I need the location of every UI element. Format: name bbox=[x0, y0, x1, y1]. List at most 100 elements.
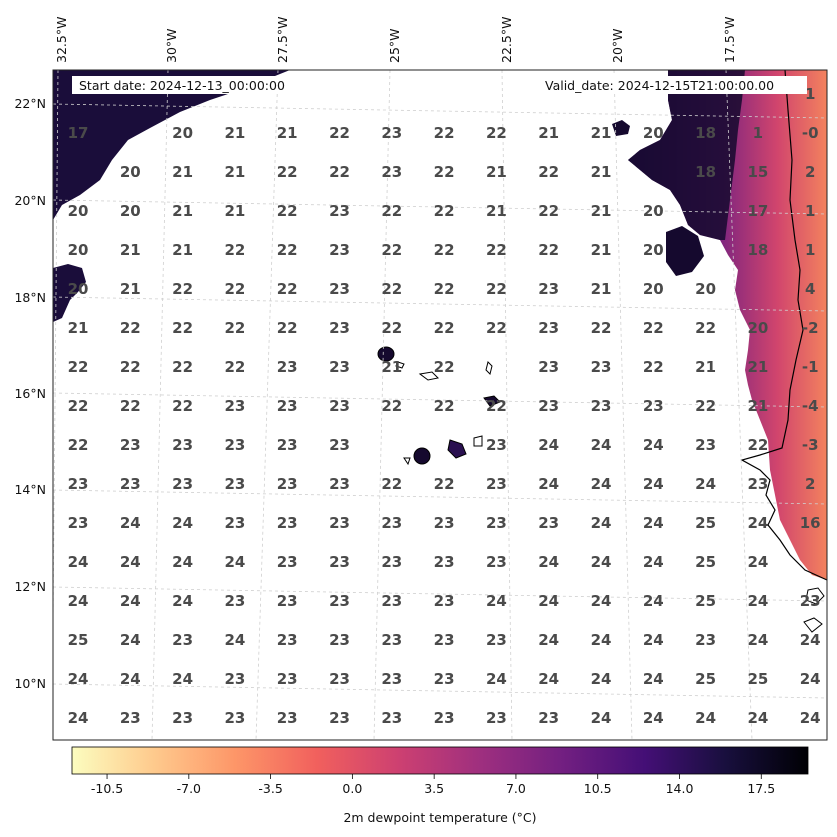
grid-value: 22 bbox=[434, 280, 455, 298]
grid-value: 20 bbox=[643, 202, 664, 220]
grid-value: 25 bbox=[68, 631, 89, 649]
grid-value: 21 bbox=[172, 163, 193, 181]
grid-value: 21 bbox=[172, 202, 193, 220]
start-date-box bbox=[72, 76, 288, 94]
grid-value: 22 bbox=[538, 202, 559, 220]
grid-value: 15 bbox=[747, 163, 768, 181]
start-date-label: Start date: 2024-12-13_00:00:00 bbox=[79, 78, 285, 93]
grid-value: 23 bbox=[538, 280, 559, 298]
grid-value: 23 bbox=[329, 397, 350, 415]
grid-value: 25 bbox=[747, 670, 768, 688]
grid-value: 24 bbox=[591, 592, 612, 610]
grid-value: 24 bbox=[695, 709, 716, 727]
grid-value: 22 bbox=[747, 436, 768, 454]
grid-value-labels: 117 20 21 21 22 23 22 22 21 21 20 18 1 -020 21 21 22 22 23… bbox=[68, 85, 821, 727]
grid-value: 20 bbox=[747, 319, 768, 337]
grid-value: 23 bbox=[538, 709, 559, 727]
colorbar-tick-label: 3.5 bbox=[424, 781, 444, 796]
grid-value: -4 bbox=[802, 397, 819, 415]
longitude-label: 32.5°W bbox=[54, 17, 69, 63]
latitude-label: 12°N bbox=[14, 579, 46, 594]
grid-value: 21 bbox=[591, 163, 612, 181]
grid-value: 23 bbox=[120, 436, 141, 454]
grid-value: 1 bbox=[805, 202, 815, 220]
grid-value: 23 bbox=[538, 358, 559, 376]
grid-value: 22 bbox=[68, 397, 89, 415]
grid-value: 20 bbox=[68, 280, 89, 298]
grid-value: 23 bbox=[329, 241, 350, 259]
grid-value: 23 bbox=[538, 514, 559, 532]
grid-value: 22 bbox=[277, 202, 298, 220]
grid-value: 23 bbox=[120, 475, 141, 493]
grid-value: 23 bbox=[800, 592, 821, 610]
grid-value: 23 bbox=[486, 436, 507, 454]
grid-value: 23 bbox=[434, 631, 455, 649]
grid-value: 23 bbox=[486, 631, 507, 649]
grid-value: 22 bbox=[224, 241, 245, 259]
dark-blob-mid bbox=[666, 226, 704, 276]
grid-value: 17 bbox=[68, 124, 89, 142]
grid-value: 24 bbox=[591, 475, 612, 493]
map-frame bbox=[52, 69, 828, 741]
grid-value: 24 bbox=[591, 436, 612, 454]
grid-value: 24 bbox=[643, 631, 664, 649]
longitude-label: 17.5°W bbox=[722, 17, 737, 63]
grid-value: 22 bbox=[329, 124, 350, 142]
grid-value: 20 bbox=[68, 202, 89, 220]
grid-value: 25 bbox=[695, 592, 716, 610]
grid-value: 22 bbox=[486, 241, 507, 259]
grid-value: 23 bbox=[381, 124, 402, 142]
grid-value: 23 bbox=[68, 475, 89, 493]
grid-value: 22 bbox=[172, 358, 193, 376]
grid-value: 23 bbox=[277, 553, 298, 571]
colorbar-tick-label: 7.0 bbox=[506, 781, 526, 796]
grid-value: 22 bbox=[434, 241, 455, 259]
colorbar-ticks: -10.5 -7.0 -3.5 0.0 3.5 7.0 10.5 14.0 17.5 bbox=[91, 774, 775, 796]
grid-value: 22 bbox=[120, 397, 141, 415]
grid-value: 22 bbox=[538, 241, 559, 259]
grid-value: 24 bbox=[538, 592, 559, 610]
grid-value: 21 bbox=[224, 124, 245, 142]
grid-value: 24 bbox=[591, 553, 612, 571]
grid-value: 18 bbox=[695, 163, 716, 181]
grid-value: 22 bbox=[643, 319, 664, 337]
grid-value: 23 bbox=[68, 514, 89, 532]
grid-value: 24 bbox=[172, 514, 193, 532]
grid-value: 23 bbox=[329, 436, 350, 454]
grid-value: 20 bbox=[643, 124, 664, 142]
colorbar-tick-label: 17.5 bbox=[747, 781, 775, 796]
grid-value: 23 bbox=[381, 163, 402, 181]
colorbar-tick-label: 10.5 bbox=[584, 781, 612, 796]
grid-value: 21 bbox=[591, 202, 612, 220]
grid-value: 20 bbox=[68, 241, 89, 259]
colorbar-tick-label: 0.0 bbox=[342, 781, 362, 796]
grid-value: 22 bbox=[486, 319, 507, 337]
grid-value: 24 bbox=[120, 553, 141, 571]
grid-value: 24 bbox=[172, 592, 193, 610]
grid-value: 22 bbox=[277, 319, 298, 337]
grid-value: 22 bbox=[695, 319, 716, 337]
grid-value: 23 bbox=[224, 397, 245, 415]
grid-value: 22 bbox=[120, 319, 141, 337]
grid-value: 2 bbox=[805, 163, 815, 181]
grid-value: 23 bbox=[381, 631, 402, 649]
grid-value: 22 bbox=[591, 319, 612, 337]
grid-value: 23 bbox=[329, 631, 350, 649]
grid-value: 22 bbox=[277, 280, 298, 298]
grid-value: 23 bbox=[486, 553, 507, 571]
grid-value: 21 bbox=[591, 280, 612, 298]
grid-value: 23 bbox=[747, 475, 768, 493]
grid-value: 24 bbox=[538, 631, 559, 649]
grid-value: 21 bbox=[120, 280, 141, 298]
grid-value: 25 bbox=[695, 514, 716, 532]
valid-date-label: Valid_date: 2024-12-15T21:00:00.00 bbox=[545, 78, 774, 93]
latitude-label: 20°N bbox=[14, 193, 46, 208]
grid-value: 23 bbox=[329, 553, 350, 571]
grid-value: 24 bbox=[643, 709, 664, 727]
longitude-labels: 32.5°W 30°W 27.5°W 25°W 22.5°W 20°W 17.5°W bbox=[54, 17, 737, 63]
grid-value: 22 bbox=[329, 163, 350, 181]
grid-value: 25 bbox=[695, 670, 716, 688]
grid-value: 23 bbox=[643, 397, 664, 415]
grid-value: 22 bbox=[486, 280, 507, 298]
grid-value: 24 bbox=[120, 631, 141, 649]
